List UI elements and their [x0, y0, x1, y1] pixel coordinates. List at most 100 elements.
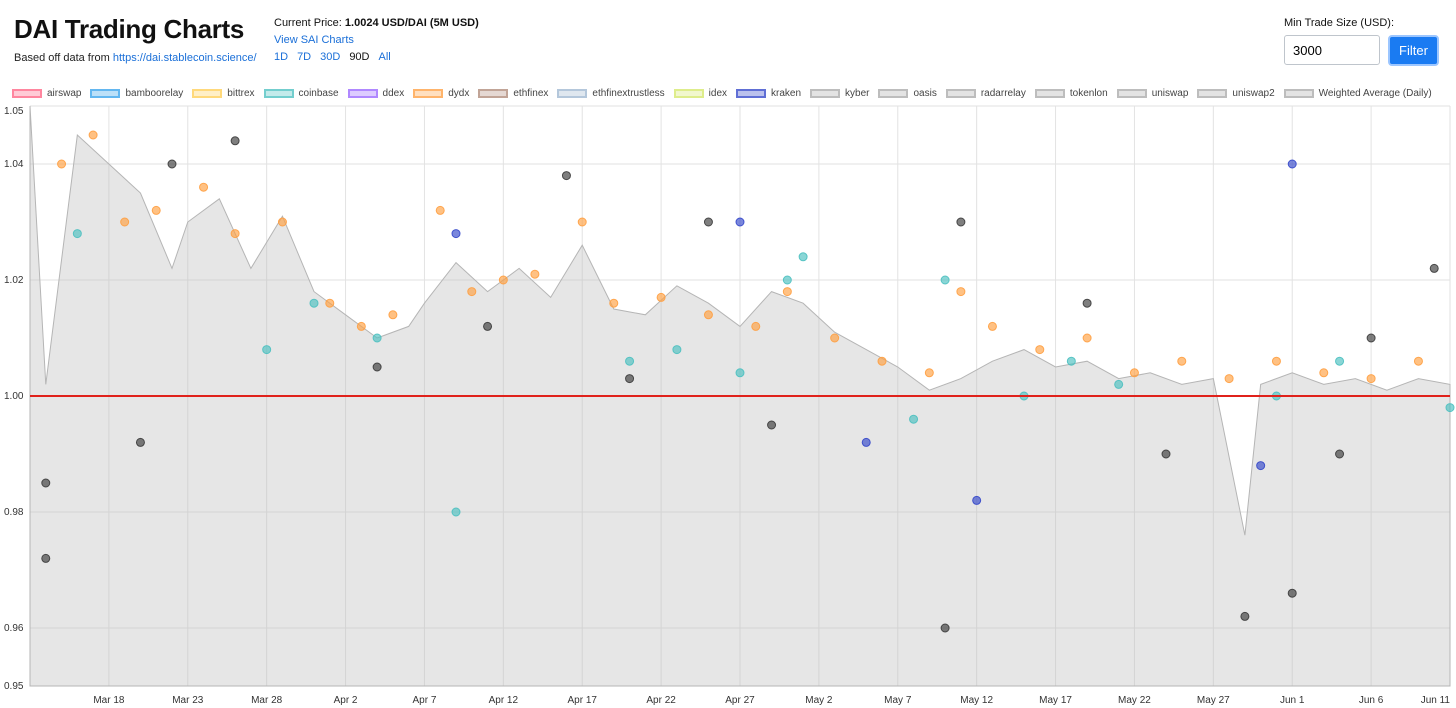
- legend-label: ethfinextrustless: [592, 88, 665, 99]
- data-point-dydx: [88, 130, 98, 140]
- source-link[interactable]: https://dai.stablecoin.science/: [112, 52, 257, 64]
- legend-label: radarrelay: [980, 88, 1026, 99]
- legend-label: bittrex: [227, 88, 255, 99]
- legend-swatch: [1283, 89, 1314, 98]
- legend-item-weighted-average-daily-[interactable]: Weighted Average (Daily): [1283, 88, 1432, 99]
- page-title: DAI Trading Charts: [14, 14, 245, 44]
- range-90d[interactable]: 90D: [349, 51, 370, 63]
- data-point-oasis: [1287, 588, 1297, 598]
- legend-label: uniswap2: [1232, 88, 1275, 99]
- legend-swatch: [12, 89, 42, 98]
- legend-item-dydx[interactable]: dydx: [413, 88, 469, 99]
- data-point-dydx: [530, 269, 540, 279]
- data-point-coinbase: [798, 252, 808, 262]
- legend-item-uniswap2[interactable]: uniswap2: [1197, 88, 1275, 99]
- y-tick-label: 1.04: [4, 159, 24, 170]
- legend-item-uniswap[interactable]: uniswap: [1116, 88, 1188, 99]
- data-point-coinbase: [451, 507, 461, 517]
- x-tick-label: Jun 1: [1280, 695, 1305, 706]
- data-point-oasis: [41, 478, 51, 488]
- data-point-coinbase: [1445, 403, 1455, 413]
- source-prefix: Based off data from: [14, 52, 113, 64]
- min-trade-size-input[interactable]: [1284, 35, 1380, 65]
- x-tick-label: May 22: [1118, 695, 1151, 706]
- legend-item-bittrex[interactable]: bittrex: [192, 88, 255, 99]
- data-point-dydx: [1366, 374, 1376, 384]
- range-30d[interactable]: 30D: [320, 51, 341, 63]
- legend-label: oasis: [913, 88, 937, 99]
- legend-label: bamboorelay: [125, 88, 184, 99]
- legend-item-airswap[interactable]: airswap: [12, 88, 81, 99]
- min-trade-size-label: Min Trade Size (USD):: [1284, 17, 1395, 29]
- x-tick-label: Apr 17: [567, 695, 597, 706]
- legend-swatch: [1034, 89, 1065, 98]
- y-tick-label: 1.00: [4, 391, 24, 402]
- range-1d[interactable]: 1D: [274, 51, 289, 63]
- legend-label: tokenlon: [1069, 88, 1108, 99]
- data-point-coinbase: [309, 298, 319, 308]
- y-tick-label: 1.05: [4, 106, 24, 117]
- data-point-dydx: [151, 205, 161, 215]
- data-point-dydx: [277, 217, 287, 227]
- legend-label: coinbase: [298, 88, 339, 99]
- x-tick-label: Mar 28: [251, 695, 283, 706]
- legend-item-ethfinex[interactable]: ethfinex: [478, 88, 548, 99]
- data-point-coinbase: [1066, 356, 1076, 366]
- data-point-oasis: [1366, 333, 1376, 343]
- range-all[interactable]: All: [378, 51, 391, 63]
- data-point-dydx: [577, 217, 587, 227]
- legend-item-oasis[interactable]: oasis: [878, 88, 937, 99]
- data-point-dydx: [1082, 333, 1092, 343]
- legend-item-radarrelay[interactable]: radarrelay: [945, 88, 1026, 99]
- y-tick-label: 0.98: [4, 507, 24, 518]
- data-point-oasis: [135, 437, 145, 447]
- data-point-dydx: [924, 368, 934, 378]
- y-tick-label: 1.02: [4, 275, 24, 286]
- legend-item-kraken[interactable]: kraken: [736, 88, 801, 99]
- data-point-oasis: [767, 420, 777, 430]
- data-point-dydx: [656, 292, 666, 302]
- legend-item-idex[interactable]: idex: [673, 88, 727, 99]
- data-point-oasis: [1161, 449, 1171, 459]
- legend-item-ethfinextrustless[interactable]: ethfinextrustless: [557, 88, 665, 99]
- x-tick-label: Apr 7: [412, 695, 436, 706]
- data-point-dydx: [199, 182, 209, 192]
- legend-swatch: [945, 89, 976, 98]
- view-sai-charts-link[interactable]: View SAI Charts: [274, 34, 354, 46]
- data-point-oasis: [372, 362, 382, 372]
- source-line: Based off data from https://dai.stableco…: [14, 52, 257, 64]
- data-point-coinbase: [625, 356, 635, 366]
- current-price-label: Current Price:: [274, 17, 342, 29]
- data-point-dydx: [1413, 356, 1423, 366]
- data-point-dydx: [356, 321, 366, 331]
- legend-swatch: [192, 89, 223, 98]
- legend-label: kyber: [845, 88, 870, 99]
- x-tick-label: Apr 27: [725, 695, 755, 706]
- data-point-kraken: [1256, 461, 1266, 471]
- range-7d[interactable]: 7D: [297, 51, 312, 63]
- data-point-dydx: [1319, 368, 1329, 378]
- data-point-dydx: [956, 287, 966, 297]
- legend-item-kyber[interactable]: kyber: [810, 88, 869, 99]
- legend-item-ddex[interactable]: ddex: [347, 88, 405, 99]
- legend-swatch: [878, 89, 909, 98]
- legend-item-bamboorelay[interactable]: bamboorelay: [90, 88, 183, 99]
- legend-item-tokenlon[interactable]: tokenlon: [1034, 88, 1108, 99]
- y-tick-label: 0.96: [4, 623, 24, 634]
- legend-swatch: [263, 89, 294, 98]
- filter-block: Min Trade Size (USD): Filter: [1284, 17, 1439, 66]
- legend-swatch: [478, 89, 509, 98]
- legend-swatch: [90, 89, 121, 98]
- x-tick-label: Jun 6: [1359, 695, 1384, 706]
- current-price: Current Price: 1.0024 USD/DAI (5M USD): [274, 17, 479, 29]
- data-point-dydx: [782, 287, 792, 297]
- data-point-dydx: [1035, 345, 1045, 355]
- x-tick-label: Apr 22: [646, 695, 676, 706]
- legend-label: ddex: [382, 88, 405, 99]
- filter-button[interactable]: Filter: [1388, 35, 1439, 66]
- range-selector: 1D 7D 30D 90D All: [274, 51, 479, 63]
- data-point-coinbase: [940, 275, 950, 285]
- data-point-oasis: [483, 321, 493, 331]
- x-tick-label: Apr 2: [334, 695, 358, 706]
- legend-item-coinbase[interactable]: coinbase: [263, 88, 339, 99]
